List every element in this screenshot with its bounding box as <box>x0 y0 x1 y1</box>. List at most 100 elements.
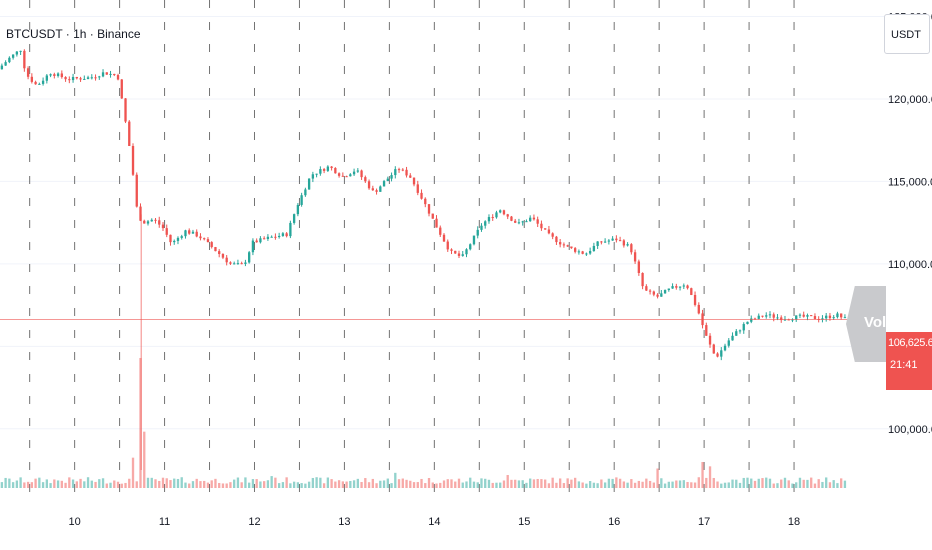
volume-bar <box>259 481 262 488</box>
volume-bar <box>446 479 449 488</box>
volume-bar <box>30 482 34 488</box>
candle-body <box>296 204 300 215</box>
candle-body <box>154 219 157 221</box>
candle-body <box>562 244 566 246</box>
date-axis-tick: 10 <box>69 516 81 528</box>
volume-bar <box>439 482 442 488</box>
volume-bar <box>678 480 682 488</box>
volume-bar <box>375 483 378 488</box>
volume-bar <box>101 478 105 488</box>
candle-body <box>693 294 697 305</box>
candle-body <box>53 74 56 76</box>
volume-bar <box>731 479 734 488</box>
volume-bar <box>49 483 52 488</box>
volume-bar <box>521 480 524 488</box>
volume-bar <box>311 477 315 488</box>
candle-body <box>600 241 603 243</box>
candle-body <box>802 314 805 317</box>
candle-body <box>521 221 524 223</box>
candle-body <box>225 257 228 263</box>
volume-bar <box>592 482 596 488</box>
candle-body <box>757 315 760 319</box>
volume-bar <box>180 477 183 488</box>
volume-bar <box>491 482 494 488</box>
candle-body <box>671 286 674 289</box>
candle-body <box>195 231 198 237</box>
candle-body <box>19 50 22 52</box>
candle-body <box>506 214 509 217</box>
candle-body <box>56 73 60 76</box>
volume-bar <box>772 483 775 488</box>
candle-body <box>401 169 404 171</box>
volume-bar <box>832 480 835 488</box>
candle-body <box>761 315 764 317</box>
candle-body <box>251 240 255 253</box>
volume-bar <box>663 483 667 488</box>
candle-body <box>34 81 37 85</box>
candle-body <box>795 315 798 320</box>
candle-body <box>532 217 536 220</box>
candle-body <box>371 188 374 191</box>
volume-bar <box>128 478 131 488</box>
volume-bar <box>656 468 659 488</box>
candle-body <box>682 285 685 287</box>
volume-bar <box>8 478 11 488</box>
candle-body <box>210 242 213 248</box>
volume-bar <box>648 480 652 488</box>
candle-body <box>101 72 105 77</box>
candle-body <box>45 75 48 81</box>
volume-bar <box>753 480 757 488</box>
volume-bar <box>536 478 539 488</box>
volume-bar <box>840 478 843 488</box>
currency-button[interactable]: USDT <box>884 14 930 54</box>
volume-bar <box>585 483 588 488</box>
candle-body <box>420 192 423 199</box>
volume-bar <box>255 479 258 488</box>
volume-bar <box>337 480 341 488</box>
volume-bar <box>765 477 768 488</box>
candle-body <box>742 324 745 331</box>
volume-bar <box>19 477 22 488</box>
candle-body <box>559 242 562 245</box>
volume-bar <box>701 462 704 488</box>
volume-bar <box>750 478 753 488</box>
volume-bar <box>281 482 285 488</box>
candle-body <box>11 54 15 58</box>
candle-body <box>105 72 108 75</box>
volume-bar <box>708 466 712 488</box>
candle-body <box>836 313 839 318</box>
date-axis-tick: 16 <box>608 516 620 528</box>
candle-body <box>791 319 794 321</box>
date-axis-tick: 11 <box>159 516 170 528</box>
volume-bar <box>442 480 446 488</box>
volume-bar <box>64 482 67 488</box>
volume-bar <box>776 483 779 488</box>
volume-bar <box>514 479 517 488</box>
candle-body <box>409 175 412 178</box>
candle-body <box>143 220 146 224</box>
candle-body <box>322 169 326 171</box>
volume-flag[interactable]: Vol: <box>846 286 886 362</box>
volume-bar <box>637 480 641 488</box>
candle-body <box>15 51 19 55</box>
candle-body <box>60 73 63 78</box>
volume-bar <box>386 478 389 488</box>
candle-body <box>731 335 734 341</box>
volume-bar <box>401 478 404 488</box>
volume-bar <box>352 480 356 488</box>
volume-bar <box>319 477 322 488</box>
date-axis-tick: 13 <box>338 516 350 528</box>
volume-bar <box>86 477 90 488</box>
volume-bar <box>795 482 798 488</box>
candle-body <box>30 76 34 82</box>
volume-bar <box>349 480 352 488</box>
volume-bar <box>693 482 697 488</box>
candle-body <box>38 83 41 85</box>
volume-bar <box>195 478 198 488</box>
candle-body <box>615 238 618 241</box>
volume-bar <box>686 481 689 488</box>
candle-body <box>146 221 150 224</box>
date-axis-tick: 17 <box>698 516 710 528</box>
